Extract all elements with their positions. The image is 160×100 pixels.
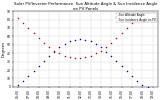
Point [146,86,149,88]
Point [79,57,81,59]
Point [58,52,61,54]
Point [84,39,87,41]
Point [43,42,45,44]
Point [84,57,87,58]
Point [126,70,128,72]
Point [17,84,19,86]
Point [110,55,113,56]
Point [37,65,40,67]
Point [79,38,81,40]
Point [22,22,24,24]
Point [131,75,133,77]
Point [100,46,102,48]
Point [120,32,123,34]
Title: Solar PV/Inverter Performance  Sun Altitude Angle & Sun Incidence Angle on PV Pa: Solar PV/Inverter Performance Sun Altitu… [14,2,157,11]
Point [37,37,40,39]
Point [53,50,56,52]
Point [58,46,61,48]
Point [94,52,97,54]
Point [141,84,144,86]
Point [115,37,118,39]
Point [32,32,35,34]
Point [27,27,30,29]
Point [43,60,45,62]
Point [32,70,35,72]
Point [115,60,118,62]
Point [100,50,102,52]
Point [136,80,138,82]
Point [105,51,107,52]
Legend: Sun Altitude Angle, Sun Incidence Angle on PV: Sun Altitude Angle, Sun Incidence Angle … [116,13,156,22]
Point [69,41,71,42]
Point [89,41,92,42]
Point [74,57,76,59]
Point [131,22,133,24]
Point [126,27,128,29]
Point [17,17,19,19]
Point [48,46,50,48]
Point [63,43,66,45]
Point [146,12,149,14]
Point [105,46,107,48]
Point [22,80,24,82]
Point [69,57,71,58]
Point [89,55,92,56]
Point [94,43,97,45]
Point [110,42,113,44]
Point [53,51,56,52]
Point [48,55,50,56]
Point [27,75,30,77]
Point [74,39,76,41]
Point [141,13,144,14]
Point [136,17,138,19]
Y-axis label: Degrees: Degrees [2,41,6,57]
Point [63,55,66,56]
Point [120,65,123,67]
